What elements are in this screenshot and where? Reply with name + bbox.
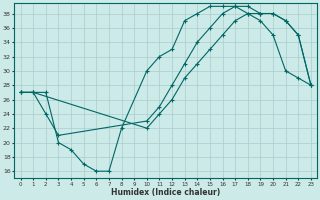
X-axis label: Humidex (Indice chaleur): Humidex (Indice chaleur) [111, 188, 220, 197]
